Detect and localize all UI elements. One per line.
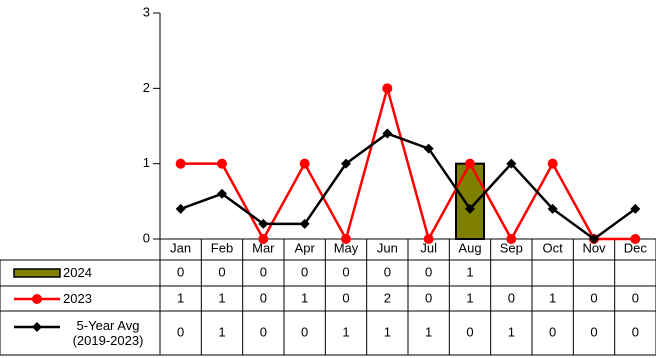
table-cell: 1 xyxy=(425,324,432,339)
bar xyxy=(455,162,485,241)
x-tick-label: Apr xyxy=(295,240,316,255)
marker xyxy=(506,158,517,169)
table-cell: 0 xyxy=(425,290,432,305)
table-cell: 0 xyxy=(425,264,432,279)
marker xyxy=(258,234,269,244)
table-cell: 0 xyxy=(301,324,308,339)
marker xyxy=(299,158,310,169)
x-tick-label: Sep xyxy=(500,240,523,255)
table-cell: 1 xyxy=(342,324,349,339)
marker xyxy=(506,234,517,244)
x-tick-label: Nov xyxy=(582,240,606,255)
line xyxy=(180,132,637,241)
table-cell: 1 xyxy=(301,290,308,305)
x-tick-label: May xyxy=(334,240,359,255)
legend-label: 5-Year Avg (2019-2023) xyxy=(72,318,144,348)
table-cell: 0 xyxy=(177,324,184,339)
table-cell: 0 xyxy=(260,264,267,279)
table-cell: 0 xyxy=(301,264,308,279)
marker xyxy=(630,203,641,214)
y-tick-label: 1 xyxy=(143,155,150,170)
marker xyxy=(589,234,599,244)
marker xyxy=(630,234,641,244)
table-cell: 1 xyxy=(218,324,225,339)
table-cell: 1 xyxy=(549,290,556,305)
table-cell: 1 xyxy=(508,324,515,339)
marker xyxy=(175,203,186,214)
table-cell: 0 xyxy=(508,290,515,305)
table-cell: 0 xyxy=(342,264,349,279)
marker xyxy=(423,143,434,154)
table-cell: 1 xyxy=(466,264,473,279)
legend-label: 2024 xyxy=(63,265,92,280)
x-tick-label: Jan xyxy=(170,240,191,255)
table-cell: 0 xyxy=(590,290,597,305)
x-tick-label: Aug xyxy=(458,240,481,255)
table-cell: 0 xyxy=(342,290,349,305)
table-cell: 1 xyxy=(177,290,184,305)
marker xyxy=(465,158,475,169)
legend-marker xyxy=(32,322,42,332)
marker xyxy=(423,234,434,244)
table-cell: 0 xyxy=(177,264,184,279)
table-cell: 1 xyxy=(218,290,225,305)
table-cell: 0 xyxy=(384,264,391,279)
x-tick-label: Jul xyxy=(420,240,437,255)
x-tick-label: Jun xyxy=(377,240,398,255)
legend-label: 2023 xyxy=(63,291,92,306)
x-tick-label: Oct xyxy=(543,240,564,255)
table-cell: 0 xyxy=(218,264,225,279)
marker xyxy=(465,203,475,214)
table-cell: 0 xyxy=(466,324,473,339)
table-cell: 0 xyxy=(260,290,267,305)
table-cell: 0 xyxy=(260,324,267,339)
marker xyxy=(299,218,310,229)
table-cell: 1 xyxy=(384,324,391,339)
table-cell: 0 xyxy=(590,324,597,339)
x-tick-label: Dec xyxy=(624,240,648,255)
y-tick-label: 0 xyxy=(143,230,150,245)
marker xyxy=(547,158,558,169)
marker xyxy=(175,158,186,169)
marker xyxy=(341,234,351,244)
marker xyxy=(382,128,393,139)
x-tick-label: Mar xyxy=(252,240,275,255)
x-tick-label: Feb xyxy=(211,240,233,255)
y-tick-label: 2 xyxy=(143,80,150,95)
table-cell: 0 xyxy=(632,290,639,305)
line xyxy=(180,83,636,243)
table-cell: 0 xyxy=(632,324,639,339)
legend-key xyxy=(13,268,61,278)
marker xyxy=(258,218,269,229)
legend-marker xyxy=(32,294,42,304)
marker xyxy=(217,188,227,199)
table-cell: 1 xyxy=(466,290,473,305)
marker xyxy=(382,83,393,94)
y-tick-label: 3 xyxy=(143,4,150,19)
marker xyxy=(217,158,227,169)
marker xyxy=(341,158,351,169)
table-cell: 2 xyxy=(384,290,391,305)
marker xyxy=(547,203,558,214)
table-cell: 0 xyxy=(549,324,556,339)
